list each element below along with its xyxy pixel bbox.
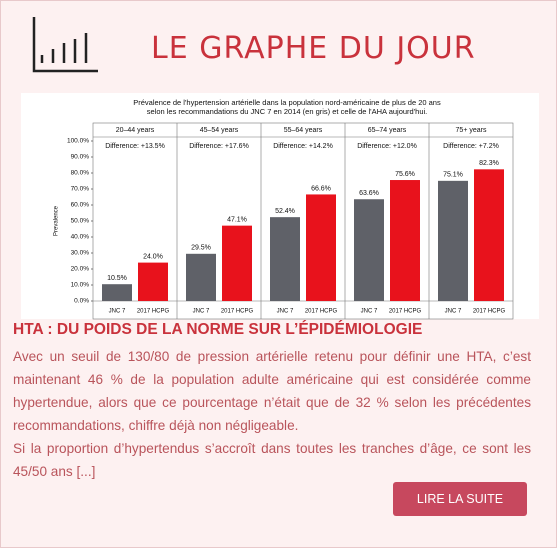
bar bbox=[102, 284, 132, 301]
annotation: Difference: +17.6% bbox=[189, 143, 249, 150]
article: HTA : DU POIDS DE LA NORME SUR L’ÉPIDÉMI… bbox=[13, 321, 531, 483]
bar bbox=[186, 253, 216, 301]
value-label: 47.1% bbox=[227, 216, 247, 223]
panel-label: 45–54 years bbox=[200, 127, 239, 134]
value-label: 52.4% bbox=[275, 208, 295, 215]
x-tick-label: 2017 HCPG bbox=[473, 309, 506, 315]
bar bbox=[390, 180, 420, 301]
x-tick-label: JNC 7 bbox=[193, 309, 210, 315]
annotation: Difference: +7.2% bbox=[443, 143, 499, 150]
y-tick-label: 10.0% bbox=[71, 282, 90, 289]
value-label: 29.5% bbox=[191, 245, 211, 252]
y-tick-label: 30.0% bbox=[71, 250, 90, 257]
panel-label: 65–74 years bbox=[368, 127, 407, 134]
panel-label: 55–64 years bbox=[284, 127, 323, 134]
panel-label: 20–44 years bbox=[116, 127, 155, 134]
bar bbox=[222, 225, 252, 301]
x-tick-label: 2017 HCPG bbox=[305, 309, 338, 315]
annotation: Difference: +14.2% bbox=[273, 143, 333, 150]
y-tick-label: 20.0% bbox=[71, 266, 90, 273]
value-label: 63.6% bbox=[359, 190, 379, 197]
bar bbox=[306, 194, 336, 301]
x-tick-label: JNC 7 bbox=[445, 309, 462, 315]
value-label: 75.1% bbox=[443, 172, 463, 179]
y-tick-label: 70.0% bbox=[71, 186, 90, 193]
x-tick-label: JNC 7 bbox=[361, 309, 378, 315]
value-label: 66.6% bbox=[311, 185, 331, 192]
chart-title: selon les recommandations du JNC 7 en 20… bbox=[147, 107, 428, 116]
bar bbox=[138, 262, 168, 301]
paragraph: Avec un seuil de 130/80 de pression arté… bbox=[13, 349, 531, 433]
value-label: 24.0% bbox=[143, 253, 163, 260]
paragraph: Si la proportion d’hypertendus s’accroît… bbox=[13, 441, 531, 479]
bar bbox=[354, 199, 384, 301]
article-heading: HTA : DU POIDS DE LA NORME SUR L’ÉPIDÉMI… bbox=[13, 321, 423, 338]
read-more-button[interactable]: LIRE LA SUITE bbox=[393, 482, 527, 516]
y-tick-label: 80.0% bbox=[71, 170, 90, 177]
plot-frame bbox=[92, 122, 514, 320]
y-axis-label: Prevalence bbox=[54, 205, 60, 236]
chart-title: Prévalence de l'hypertension artérielle … bbox=[133, 98, 441, 107]
y-tick-label: 60.0% bbox=[71, 202, 90, 209]
bar bbox=[474, 169, 504, 301]
panel-label: 75+ years bbox=[456, 127, 487, 134]
bar bbox=[270, 217, 300, 301]
value-label: 75.6% bbox=[395, 171, 415, 178]
header-title: LE GRAPHE DU JOUR bbox=[151, 31, 476, 66]
bar bbox=[438, 180, 468, 301]
x-tick-label: JNC 7 bbox=[277, 309, 294, 315]
x-tick-label: 2017 HCPG bbox=[221, 309, 254, 315]
annotation: Difference: +12.0% bbox=[357, 143, 417, 150]
chart: Prévalence de l'hypertension artérielle … bbox=[21, 17, 539, 320]
x-tick-label: JNC 7 bbox=[109, 309, 126, 315]
y-tick-label: 50.0% bbox=[71, 218, 90, 225]
annotation: Difference: +13.5% bbox=[105, 143, 165, 150]
y-tick-label: 100.0% bbox=[67, 138, 89, 145]
y-tick-label: 0.0% bbox=[74, 298, 89, 305]
x-tick-label: 2017 HCPG bbox=[389, 309, 422, 315]
value-label: 10.5% bbox=[107, 275, 127, 282]
y-tick-label: 90.0% bbox=[71, 154, 90, 161]
y-tick-label: 40.0% bbox=[71, 234, 90, 241]
value-label: 82.3% bbox=[479, 160, 499, 167]
icon bbox=[32, 17, 98, 73]
x-tick-label: 2017 HCPG bbox=[137, 309, 170, 315]
